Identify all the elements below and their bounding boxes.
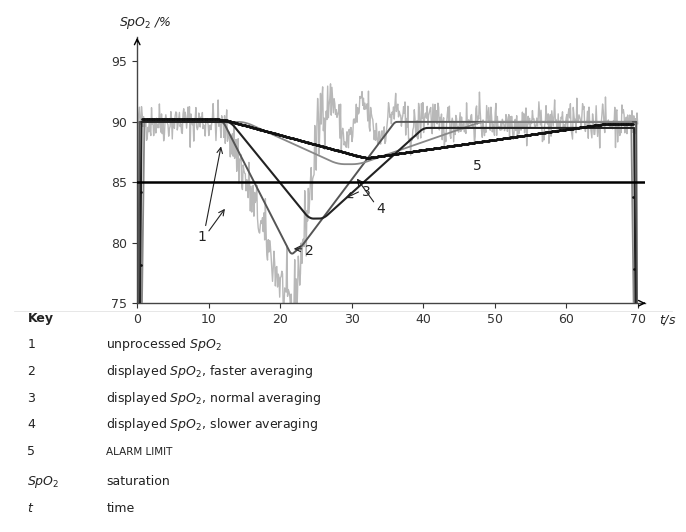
Text: 5: 5 — [473, 159, 482, 173]
Text: $t$/s: $t$/s — [659, 313, 676, 327]
Text: displayed $SpO_2$, faster averaging: displayed $SpO_2$, faster averaging — [106, 363, 314, 380]
Text: $t$: $t$ — [27, 502, 35, 515]
Text: 1: 1 — [27, 338, 35, 352]
Text: Key: Key — [27, 312, 54, 325]
Text: ALARM LIMIT: ALARM LIMIT — [106, 447, 173, 457]
Text: 3: 3 — [362, 185, 371, 199]
Text: displayed $SpO_2$, slower averaging: displayed $SpO_2$, slower averaging — [106, 416, 318, 433]
Text: $SpO_2$ /%: $SpO_2$ /% — [119, 15, 172, 31]
Text: saturation: saturation — [106, 475, 170, 488]
Text: 4: 4 — [377, 202, 386, 216]
Text: 2: 2 — [305, 244, 314, 258]
Text: displayed $SpO_2$, normal averaging: displayed $SpO_2$, normal averaging — [106, 389, 322, 406]
Text: 5: 5 — [27, 445, 36, 458]
Text: $SpO_2$: $SpO_2$ — [27, 474, 60, 490]
Text: 3: 3 — [27, 392, 35, 405]
Text: unprocessed $SpO_2$: unprocessed $SpO_2$ — [106, 336, 222, 353]
Text: 2: 2 — [27, 365, 35, 378]
Text: 1: 1 — [197, 230, 206, 244]
Text: time: time — [106, 502, 134, 515]
Text: 4: 4 — [27, 418, 35, 431]
